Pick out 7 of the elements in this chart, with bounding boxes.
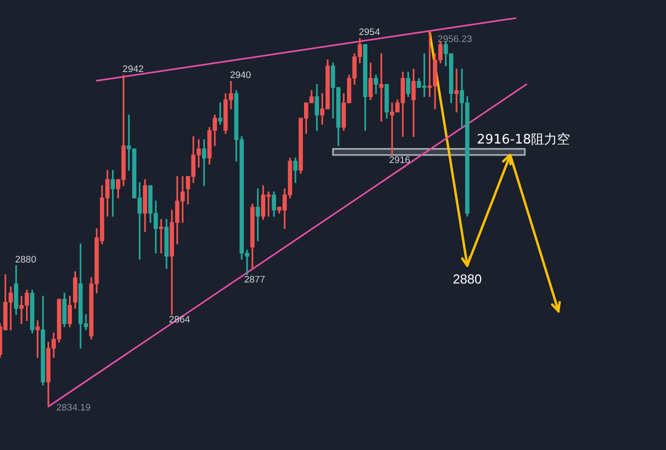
text: 2916 [389,154,410,166]
text: 2940 [230,70,252,82]
text: 2880 [15,254,36,266]
text: 2954 [358,27,380,38]
text: 2942 [122,64,144,76]
text: 2877 [244,274,266,286]
text: 2834.19 [56,402,91,414]
